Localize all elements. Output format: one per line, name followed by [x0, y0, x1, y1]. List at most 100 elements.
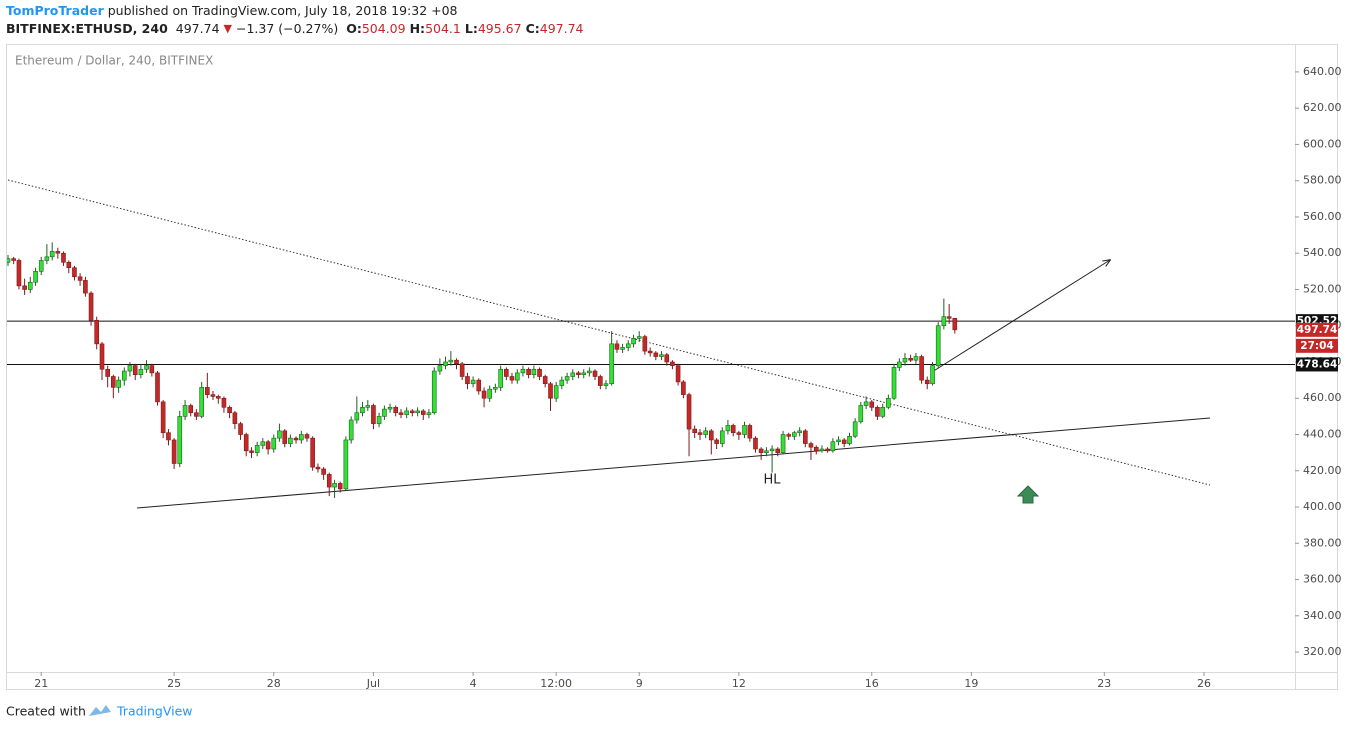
candle-body	[371, 405, 376, 424]
x-tick-label: Jul	[366, 677, 380, 690]
candle-body	[769, 448, 775, 452]
ohlc-value: 497.74	[540, 21, 584, 36]
candle-body	[144, 365, 149, 370]
candle-body	[902, 358, 908, 363]
candle-body	[194, 412, 199, 417]
ohlc-value: 495.67	[478, 21, 522, 36]
countdown-tag	[1296, 338, 1338, 353]
x-tick-label: 21	[34, 677, 48, 690]
candle-body	[260, 441, 266, 446]
y-tick-label: 560.00	[1303, 210, 1342, 223]
candle-body	[758, 448, 764, 453]
candle-body	[249, 450, 254, 453]
candle-body	[509, 376, 515, 381]
candle-body	[337, 483, 343, 490]
candle-body	[647, 350, 653, 354]
ohlc-value: 504.09	[362, 21, 406, 36]
y-tick-label: 420.00	[1303, 464, 1342, 477]
candle-body	[609, 343, 614, 385]
candle-body	[387, 407, 393, 410]
candle-body	[360, 407, 365, 414]
y-tick-label: 580.00	[1303, 174, 1342, 187]
candle-body	[83, 280, 88, 294]
x-tick-label: 28	[267, 677, 281, 690]
candle-body	[288, 437, 293, 444]
candle-body	[653, 352, 659, 357]
y-tick-label: 360.00	[1303, 573, 1342, 586]
last: 497.74	[176, 21, 220, 36]
candle-body	[160, 401, 166, 433]
y-tick-label: 400.00	[1303, 500, 1342, 513]
candle-body	[747, 425, 753, 439]
countdown-label: 27:04	[1300, 340, 1333, 352]
y-tick-label: 600.00	[1303, 137, 1342, 150]
candle-body	[620, 347, 625, 350]
candle-body	[764, 450, 769, 453]
candle-body	[454, 359, 459, 365]
candle-body	[736, 432, 742, 435]
candle-body	[326, 474, 332, 488]
candle-body	[415, 410, 420, 414]
ohlc-label: C:	[526, 21, 540, 36]
y-tick-label: 320.00	[1303, 645, 1342, 658]
candle-body	[730, 425, 736, 433]
candle-body	[343, 439, 349, 490]
plot	[7, 179, 1295, 509]
candle-body	[271, 437, 277, 450]
candle-body	[753, 437, 758, 450]
author[interactable]: TomProTrader	[6, 3, 105, 18]
candle-body	[576, 372, 581, 375]
candle-body	[365, 405, 371, 408]
candle-body	[869, 401, 875, 408]
candle-body	[431, 370, 437, 414]
candle-body	[243, 434, 249, 452]
candle-body	[11, 258, 16, 261]
candle-body	[315, 466, 321, 470]
candle-body	[188, 405, 194, 414]
candle-body	[697, 432, 703, 435]
footer-brand[interactable]: TradingView	[116, 704, 193, 719]
ohlc-label: H:	[410, 21, 425, 36]
candle-body	[587, 370, 592, 374]
footer-text: Created with	[6, 704, 86, 719]
y-tick-label: 460.00	[1303, 391, 1342, 404]
x-tick-label: 16	[865, 677, 879, 690]
candle-body	[830, 441, 836, 452]
x-tick-label: 25	[167, 677, 181, 690]
candle-body	[642, 336, 648, 352]
candle-body	[16, 260, 22, 287]
candle-body	[570, 372, 576, 377]
candle-body	[581, 372, 587, 375]
candle-body	[166, 432, 171, 441]
candle-body	[205, 387, 210, 395]
x-tick-label: 4	[470, 677, 477, 690]
y-tick-label: 620.00	[1303, 101, 1342, 114]
candle-body	[504, 368, 509, 377]
trend-arrow	[931, 260, 1110, 373]
x-tick-label: 9	[636, 677, 643, 690]
candle-body	[542, 376, 548, 385]
candle-body	[913, 356, 919, 361]
candle-body	[891, 367, 897, 399]
candle-body	[625, 343, 631, 348]
candle-body	[908, 358, 913, 361]
candle-body	[559, 379, 565, 386]
candle-body	[919, 356, 924, 381]
candle-body	[138, 368, 144, 375]
candle-body	[410, 410, 415, 414]
candle-body	[121, 370, 127, 381]
candle-body	[498, 368, 503, 388]
candle-body	[348, 419, 354, 441]
candle-body	[935, 325, 941, 366]
annotation: HL	[763, 473, 781, 488]
symbol-line: BITFINEX:ETHUSD, 240 497.74 ▼ −1.37 (−0.27%…	[6, 21, 584, 36]
candle-body	[664, 354, 670, 363]
candle-body	[897, 361, 902, 368]
candle-body	[61, 252, 66, 263]
candle-body	[33, 271, 38, 283]
candle-body	[55, 251, 61, 254]
candle-body	[841, 439, 847, 444]
candle-body	[254, 445, 260, 453]
candle-body	[437, 365, 443, 372]
